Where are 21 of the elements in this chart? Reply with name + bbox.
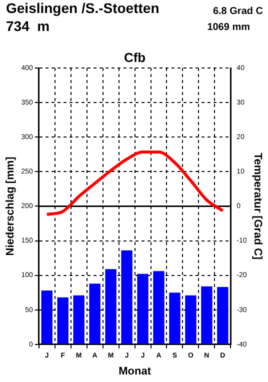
bar <box>89 284 100 344</box>
bar <box>41 290 52 344</box>
bar <box>121 250 132 344</box>
line-series <box>45 150 224 216</box>
x-axis-title: Monat <box>118 365 152 378</box>
text: 1069 mm <box>207 22 250 33</box>
y-axis-title: Niederschlag [mm] <box>4 156 17 256</box>
bar <box>137 274 148 344</box>
bar <box>201 286 212 344</box>
text: 6.8 Grad C <box>212 6 263 17</box>
bar <box>169 292 180 344</box>
bar <box>57 297 68 344</box>
text: 734 m <box>6 18 50 34</box>
bar <box>105 269 116 344</box>
bar <box>153 271 164 344</box>
bar <box>185 295 196 344</box>
chart-title: Geislingen /S.-Stoetten <box>6 0 160 16</box>
y2-axis-title: Temperatur [Grad C] <box>251 152 264 260</box>
chart-subtitle: Cfb <box>124 50 146 66</box>
bar <box>217 287 228 344</box>
bar <box>73 295 84 344</box>
